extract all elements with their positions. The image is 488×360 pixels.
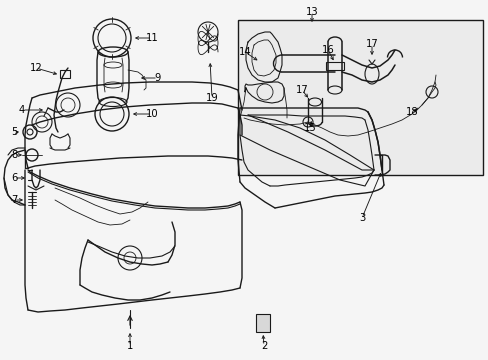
- Bar: [60, 70, 70, 78]
- Text: 16: 16: [321, 45, 334, 55]
- Text: 8: 8: [11, 150, 17, 160]
- Text: 13: 13: [305, 7, 318, 17]
- Text: 1: 1: [126, 341, 133, 351]
- Text: 19: 19: [205, 93, 218, 103]
- Text: 11: 11: [145, 33, 158, 43]
- Text: 6: 6: [11, 173, 17, 183]
- Bar: [325, 62, 343, 70]
- Text: 14: 14: [238, 47, 251, 57]
- Text: 4: 4: [19, 105, 25, 115]
- Text: 17: 17: [365, 39, 378, 49]
- Text: 7: 7: [11, 195, 17, 205]
- Text: 9: 9: [155, 73, 161, 83]
- Text: 12: 12: [30, 63, 42, 73]
- FancyBboxPatch shape: [238, 20, 482, 175]
- Text: 5: 5: [11, 127, 17, 137]
- Text: 2: 2: [260, 341, 266, 351]
- Text: 18: 18: [405, 107, 417, 117]
- Text: 10: 10: [145, 109, 158, 119]
- Text: 15: 15: [303, 123, 316, 133]
- Bar: [256, 314, 269, 332]
- Text: 17: 17: [295, 85, 308, 95]
- Text: 3: 3: [358, 213, 365, 223]
